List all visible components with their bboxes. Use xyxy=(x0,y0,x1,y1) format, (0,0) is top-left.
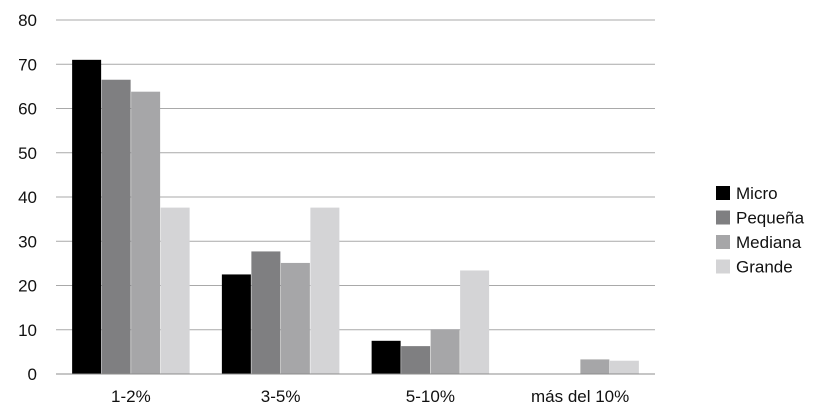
bar-peque-a-0 xyxy=(101,79,131,375)
bar-mediana-2 xyxy=(430,329,460,374)
legend-item: Pequeña xyxy=(716,209,805,228)
y-tick-label: 30 xyxy=(18,232,37,251)
legend-label: Mediana xyxy=(736,233,802,252)
y-tick-label: 50 xyxy=(18,144,37,163)
legend-swatch xyxy=(716,186,730,200)
y-tick-label: 60 xyxy=(18,100,37,119)
bar-grande-0 xyxy=(160,207,190,374)
bar-mediana-3 xyxy=(580,359,610,374)
bar-micro-2 xyxy=(371,340,401,374)
y-tick-label: 0 xyxy=(28,365,37,384)
bar-peque-a-1 xyxy=(251,251,281,374)
x-tick-label: 1-2% xyxy=(111,387,151,406)
x-tick-label: más del 10% xyxy=(531,387,629,406)
bar-grande-2 xyxy=(460,270,490,374)
legend-label: Grande xyxy=(736,258,793,277)
bar-micro-1 xyxy=(221,274,251,374)
y-tick-label: 80 xyxy=(18,11,37,30)
bar-peque-a-2 xyxy=(401,346,431,374)
y-tick-label: 70 xyxy=(18,55,37,74)
legend-label: Micro xyxy=(736,184,778,203)
x-tick-label: 3-5% xyxy=(261,387,301,406)
x-axis-tick-labels: 1-2% 3-5% 5-10% más del 10% xyxy=(111,387,629,406)
y-tick-label: 20 xyxy=(18,277,37,296)
bar-grande-3 xyxy=(609,360,639,374)
legend-swatch xyxy=(716,235,730,249)
legend-item: Grande xyxy=(716,258,793,277)
bars xyxy=(72,59,639,375)
x-tick-label: 5-10% xyxy=(406,387,455,406)
legend-swatch xyxy=(716,210,730,225)
legend-swatch xyxy=(716,259,730,274)
bar-micro-0 xyxy=(72,59,102,374)
y-tick-label: 40 xyxy=(18,188,37,207)
legend-label: Pequeña xyxy=(736,209,805,228)
bar-mediana-1 xyxy=(280,262,310,374)
bar-grande-1 xyxy=(310,207,340,374)
bar-mediana-0 xyxy=(131,91,161,374)
y-axis-tick-labels: 0 10 20 30 40 50 60 70 80 xyxy=(18,11,37,384)
legend-item: Micro xyxy=(716,184,778,203)
legend-item: Mediana xyxy=(716,233,802,252)
legend: Micro Pequeña Mediana Grande xyxy=(716,184,805,277)
y-tick-label: 10 xyxy=(18,321,37,340)
